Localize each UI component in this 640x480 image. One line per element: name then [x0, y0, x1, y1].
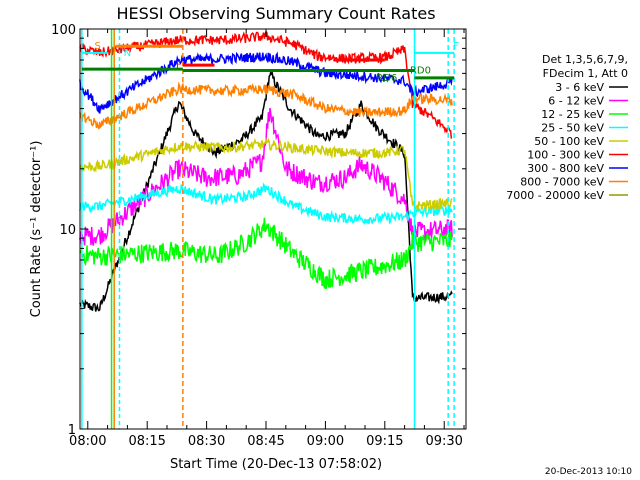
- legend-entry-label: 100 - 300 keV: [527, 149, 604, 162]
- legend-entry-label: 3 - 6 keV: [555, 81, 604, 94]
- legend-entry-label: 6 - 12 keV: [548, 95, 604, 108]
- legend-header-line-2: FDecim 1, Att 0: [543, 67, 628, 80]
- x-tick-label: 09:30: [425, 434, 462, 449]
- y-tick-label: 1: [68, 423, 76, 438]
- state-flag-label: RD6: [376, 73, 397, 84]
- x-tick-label: 08:45: [247, 434, 284, 449]
- series-line-800-7000kev: [79, 81, 453, 130]
- y-tick-label: 10: [59, 223, 76, 238]
- legend-header-line-1: Det 1,3,5,6,7,9,: [542, 53, 628, 66]
- footer-timestamp: 20-Dec-2013 10:10: [545, 467, 632, 477]
- series-line-25-50kev: [79, 182, 453, 226]
- legend-entry-label: 300 - 800 keV: [527, 162, 604, 175]
- legend-entry-label: 800 - 7000 keV: [520, 176, 604, 189]
- legend-entry-label: 25 - 50 keV: [541, 122, 604, 135]
- state-flag-label: RD0: [410, 66, 431, 77]
- x-axis-label: Start Time (20-Dec-13 07:58:02): [170, 457, 382, 472]
- y-axis-label: Count Rate (s⁻¹ detector⁻¹): [29, 141, 44, 318]
- chart-title: HESSI Observing Summary Count Rates: [116, 4, 435, 23]
- legend: Det 1,3,5,6,7,9, FDecim 1, Att 0 3 - 6 k…: [506, 53, 628, 202]
- x-tick-label: 09:15: [366, 434, 403, 449]
- series-line-12-25kev: [79, 217, 453, 289]
- state-flag-label: F: [176, 60, 182, 71]
- instrument-state-markers: S N F RD6 RD0 F: [81, 29, 459, 429]
- legend-entry-label: 50 - 100 keV: [534, 135, 604, 148]
- state-flag-label: N: [124, 48, 131, 59]
- series-line-6-12kev: [79, 107, 453, 246]
- series-line-50-100kev: [79, 137, 453, 212]
- series-line-300-800kev: [79, 51, 453, 114]
- x-tick-label: 08:15: [128, 434, 165, 449]
- legend-entry-label: 7000 - 20000 keV: [506, 189, 604, 202]
- x-tick-label: 08:00: [69, 434, 106, 449]
- state-flag-label: S: [95, 41, 101, 52]
- legend-entry-label: 12 - 25 keV: [541, 108, 604, 121]
- x-tick-label: 09:00: [307, 434, 344, 449]
- axes: 08:00 08:15 08:30 08:45 09:00 09:15 09:30 1 10 10…: [51, 23, 466, 449]
- x-tick-label: 08:30: [188, 434, 225, 449]
- y-tick-label: 100: [51, 23, 76, 38]
- state-flag-label: F: [453, 41, 459, 52]
